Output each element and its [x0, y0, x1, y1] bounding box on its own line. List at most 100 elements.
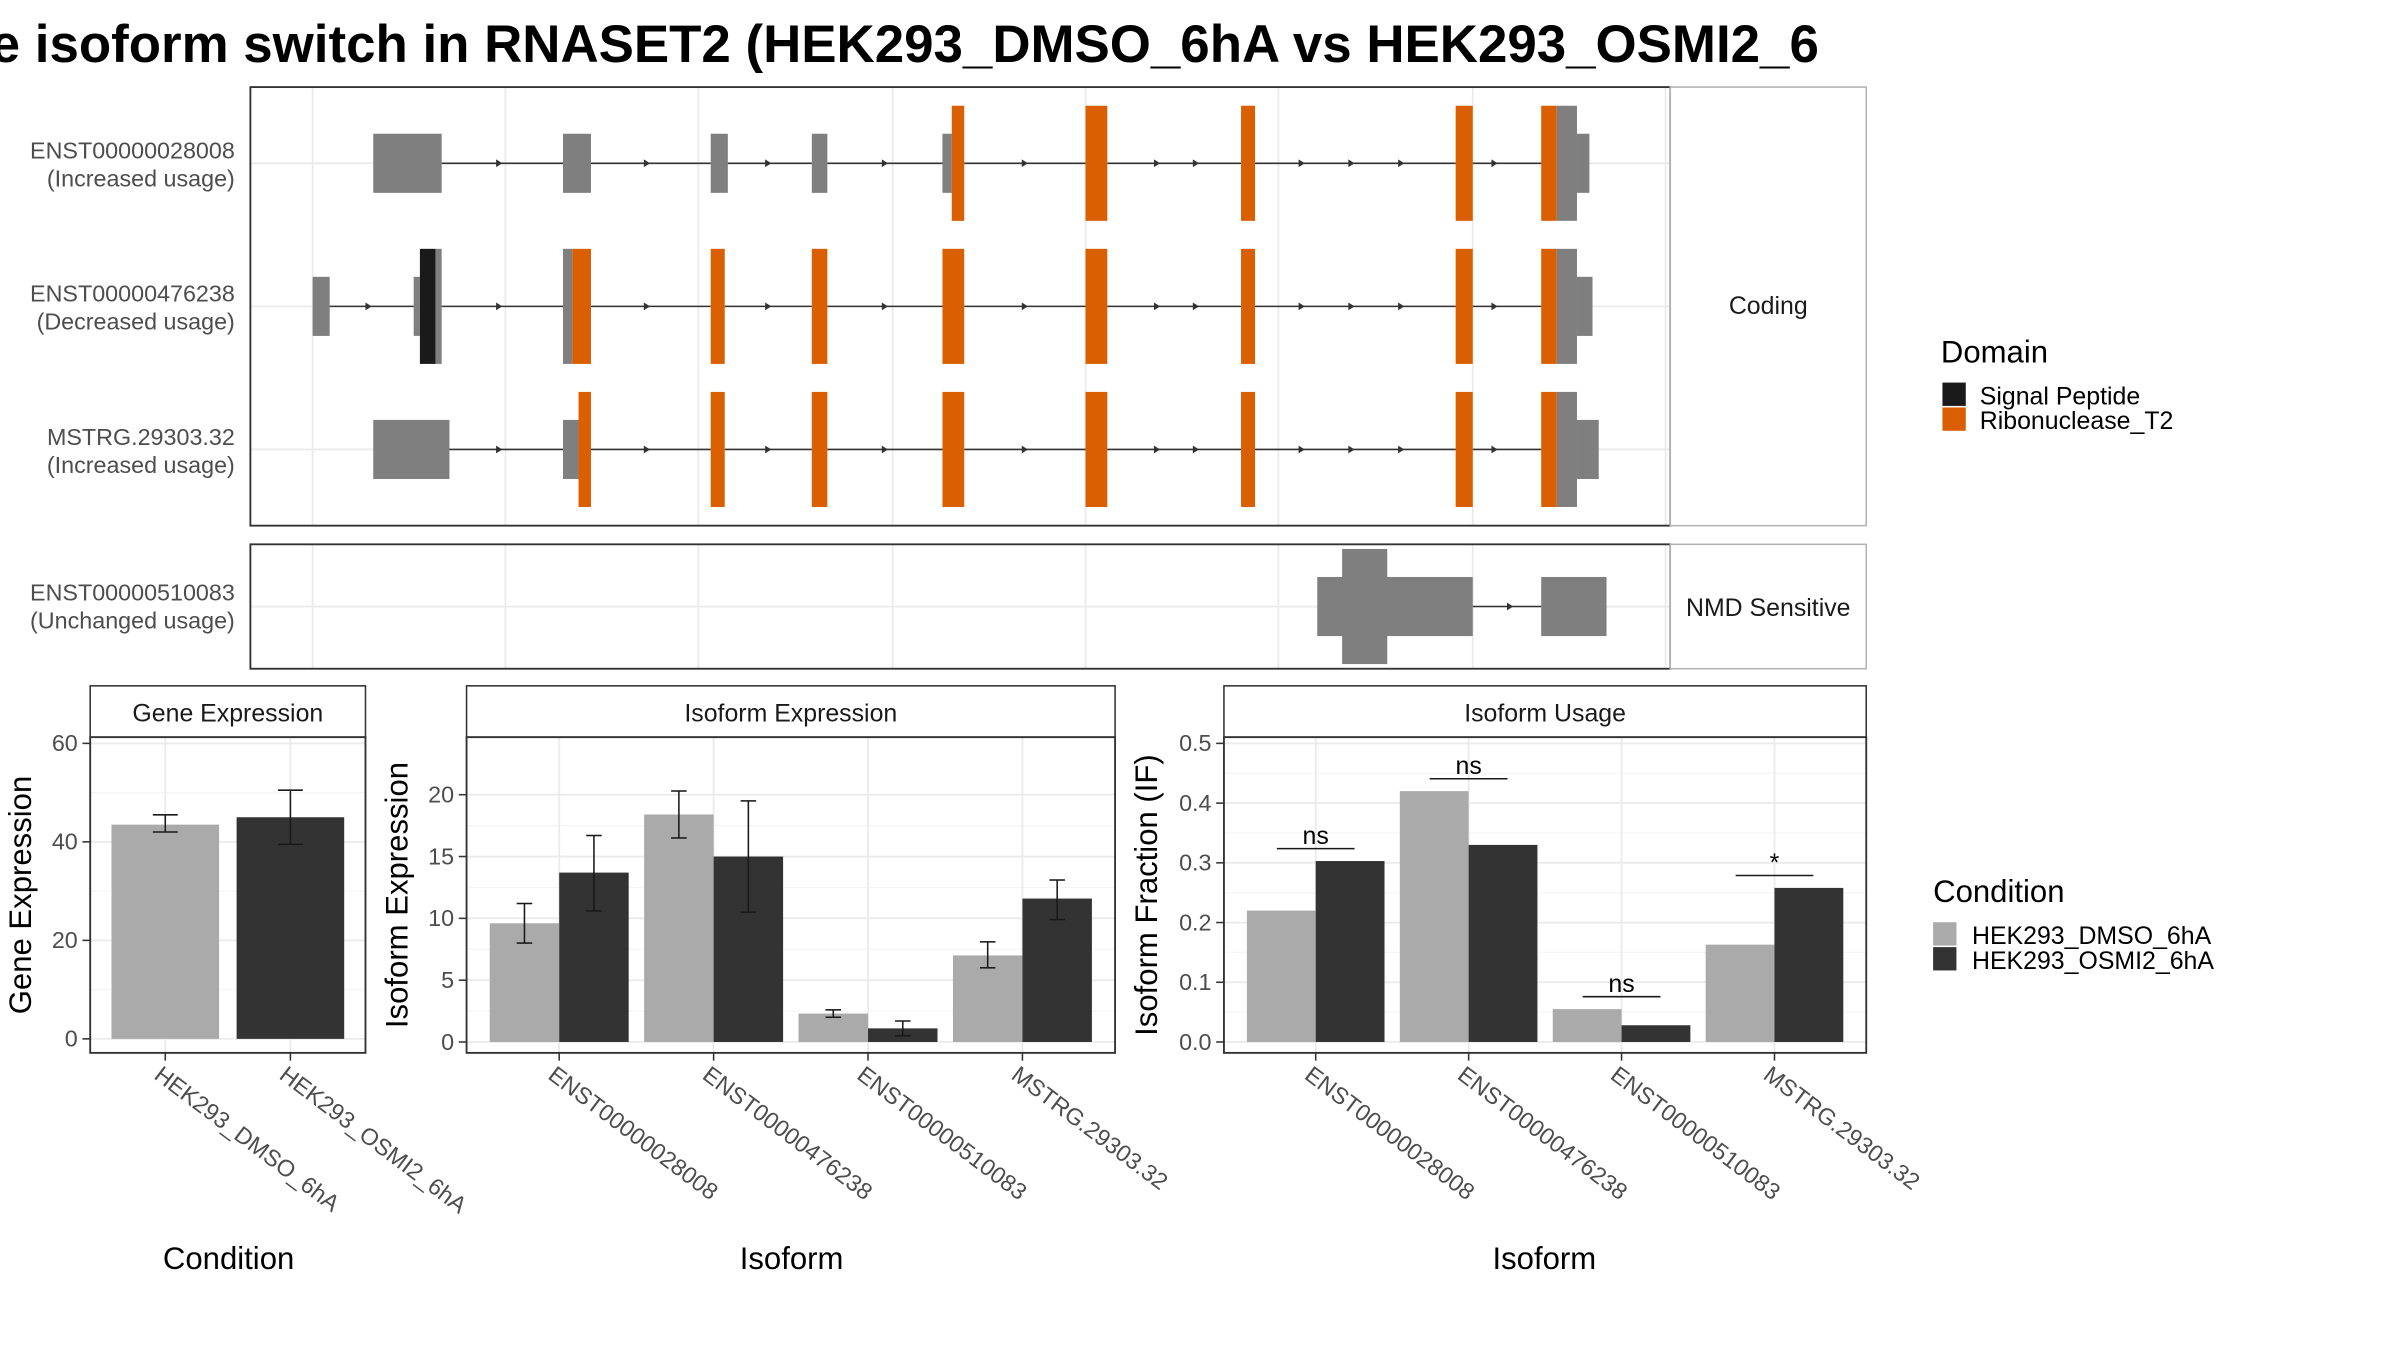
intron-direction-arrow	[1298, 159, 1305, 168]
y-tick-label: 20	[428, 781, 454, 807]
intron-direction-arrow	[881, 302, 889, 311]
y-tick-label: 20	[52, 927, 78, 953]
transcript-usage-1: (Increased usage)	[47, 166, 235, 192]
y-tick-label: 40	[52, 829, 78, 855]
utr-exon	[373, 133, 442, 193]
intron-direction-arrow	[1298, 302, 1305, 311]
bar-HEK293_DMSO_6hA-MSTRG.29303.32	[952, 955, 1023, 1042]
structure-panel: Coding NMD Sensitive ENST00000028008 (In…	[30, 86, 1868, 670]
ribonuclease-domain-exon	[1541, 391, 1557, 507]
significance-label: ns	[1303, 822, 1329, 850]
intron-direction-arrow	[765, 445, 772, 454]
bar-HEK293_DMSO_6hA-MSTRG.29303.32	[1705, 944, 1775, 1042]
nmd-facet-tracks	[1317, 548, 1607, 665]
bar-HEK293_OSMI2_6hA-ENST00000510083	[1621, 1025, 1691, 1042]
transcript-labels: ENST00000028008 (Increased usage) ENST00…	[30, 138, 235, 634]
legend-label-signal-peptide: Signal Peptide	[1980, 382, 2140, 410]
transcript-label-4: ENST00000510083	[30, 579, 235, 605]
utr-exon	[373, 419, 450, 480]
utr-exon	[312, 276, 330, 336]
bar-chart-panels: Gene Expression0204060HEK293_DMSO_6hAHEK…	[3, 685, 1925, 1276]
y-tick-label: 60	[52, 730, 78, 756]
y-tick-label: 5	[441, 967, 454, 993]
transcript-label-1: ENST00000028008	[30, 138, 235, 164]
significance-label: ns	[1455, 752, 1481, 780]
condition-legend: Condition HEK293_DMSO_6hA HEK293_OSMI2_6…	[1933, 874, 2214, 975]
plot-border	[89, 736, 367, 1054]
ribonuclease-domain-exon	[942, 248, 965, 364]
intron-direction-arrow	[496, 445, 503, 454]
utr-exon	[413, 276, 420, 336]
legend-label-dmso: HEK293_DMSO_6hA	[1972, 922, 2212, 950]
y-tick-label: 0	[441, 1029, 454, 1055]
panel-strip	[1223, 685, 1868, 738]
utr-exon	[710, 133, 728, 193]
panel-strip-title: Isoform Expression	[684, 700, 897, 728]
ribonuclease-domain-exon	[1241, 391, 1256, 507]
figure-title: e isoform switch in RNASET2 (HEK293_DMSO…	[0, 15, 1819, 74]
x-tick-label: MSTRG.29303.32	[1007, 1061, 1173, 1195]
ribonuclease-domain-exon	[710, 248, 725, 364]
plot-border	[1223, 736, 1868, 1054]
utr-exon	[942, 133, 952, 193]
y-axis-title: Isoform Expression	[379, 762, 414, 1028]
x-tick-label: ENST00000476238	[698, 1061, 877, 1205]
coding-strip-label: Coding	[1729, 292, 1808, 320]
panel-strip	[89, 685, 367, 738]
cds-exon	[1556, 105, 1577, 221]
legend-key-signal-peptide	[1942, 382, 1966, 406]
bar-HEK293_OSMI2_6hA-ENST00000476238	[1468, 844, 1538, 1042]
y-axis-title: Gene Expression	[3, 776, 38, 1015]
transcript-usage-3: (Increased usage)	[47, 452, 235, 478]
transcript-track-1	[373, 105, 1590, 221]
bar-HEK293_OSMI2_6hA-MSTRG.29303.32	[1022, 898, 1092, 1042]
intron-direction-arrow	[643, 445, 651, 454]
intron-direction-arrow	[765, 159, 772, 168]
utr-exon	[811, 133, 828, 193]
legend-key-dmso	[1933, 922, 1957, 946]
intron-direction-arrow	[643, 159, 651, 168]
x-tick-label: ENST00000028008	[1300, 1061, 1479, 1205]
domain-legend: Domain Signal Peptide Ribonuclease_T2	[1941, 334, 2173, 435]
utr-exon	[1541, 576, 1607, 637]
transcript-usage-2: (Decreased usage)	[37, 309, 235, 335]
cds-exon	[562, 248, 573, 364]
bar-HEK293_DMSO_6hA-ENST00000510083	[1552, 1009, 1622, 1042]
intron-direction-arrow	[1398, 159, 1405, 168]
bar-HEK293_DMSO_6hA-ENST00000510083	[798, 1013, 869, 1042]
intron-direction-arrow	[1348, 445, 1355, 454]
ribonuclease-domain-exon	[942, 391, 965, 507]
ribonuclease-domain-exon	[1541, 248, 1557, 364]
x-axis-title: Isoform	[740, 1241, 844, 1276]
ribonuclease-domain-exon	[951, 105, 965, 221]
transcript-track-4	[1317, 548, 1607, 665]
utr-exon	[1576, 276, 1593, 336]
x-tick-label: MSTRG.29303.32	[1759, 1061, 1925, 1195]
x-axis-title: Condition	[163, 1241, 294, 1276]
nmd-strip-label: NMD Sensitive	[1686, 594, 1851, 622]
intron-direction-arrow	[881, 159, 889, 168]
x-tick-label: ENST00000510083	[1606, 1061, 1785, 1205]
bar-panel-3: Isoform Usage ns ns ns * 0.0 0.1 0.2 0.3 0.4 0.5 EN…	[1129, 685, 1925, 1276]
intron-direction-arrow	[496, 159, 503, 168]
intron-direction-arrow	[496, 302, 503, 311]
domain-legend-title: Domain	[1941, 334, 2048, 369]
intron-direction-arrow	[1491, 302, 1498, 311]
intron-direction-arrow	[1491, 159, 1498, 168]
ribonuclease-domain-exon	[811, 248, 828, 364]
ribonuclease-domain-exon	[1455, 391, 1473, 507]
bar-panel-2: Isoform Expression 0 5 10 15 20 ENST0000002800…	[379, 685, 1173, 1276]
intron-direction-arrow	[1491, 445, 1498, 454]
intron-direction-arrow	[1398, 302, 1405, 311]
intron-direction-arrow	[1021, 445, 1028, 454]
panel-strip	[465, 685, 1116, 738]
utr-exon	[562, 133, 591, 193]
bar-HEK293_DMSO_6hA	[111, 824, 220, 1039]
legend-key-osmi2	[1933, 947, 1957, 971]
intron-direction-arrow	[1398, 445, 1405, 454]
y-tick-label: 0.2	[1179, 909, 1211, 935]
cds-exon	[1342, 548, 1388, 665]
cds-exon	[1556, 391, 1577, 507]
